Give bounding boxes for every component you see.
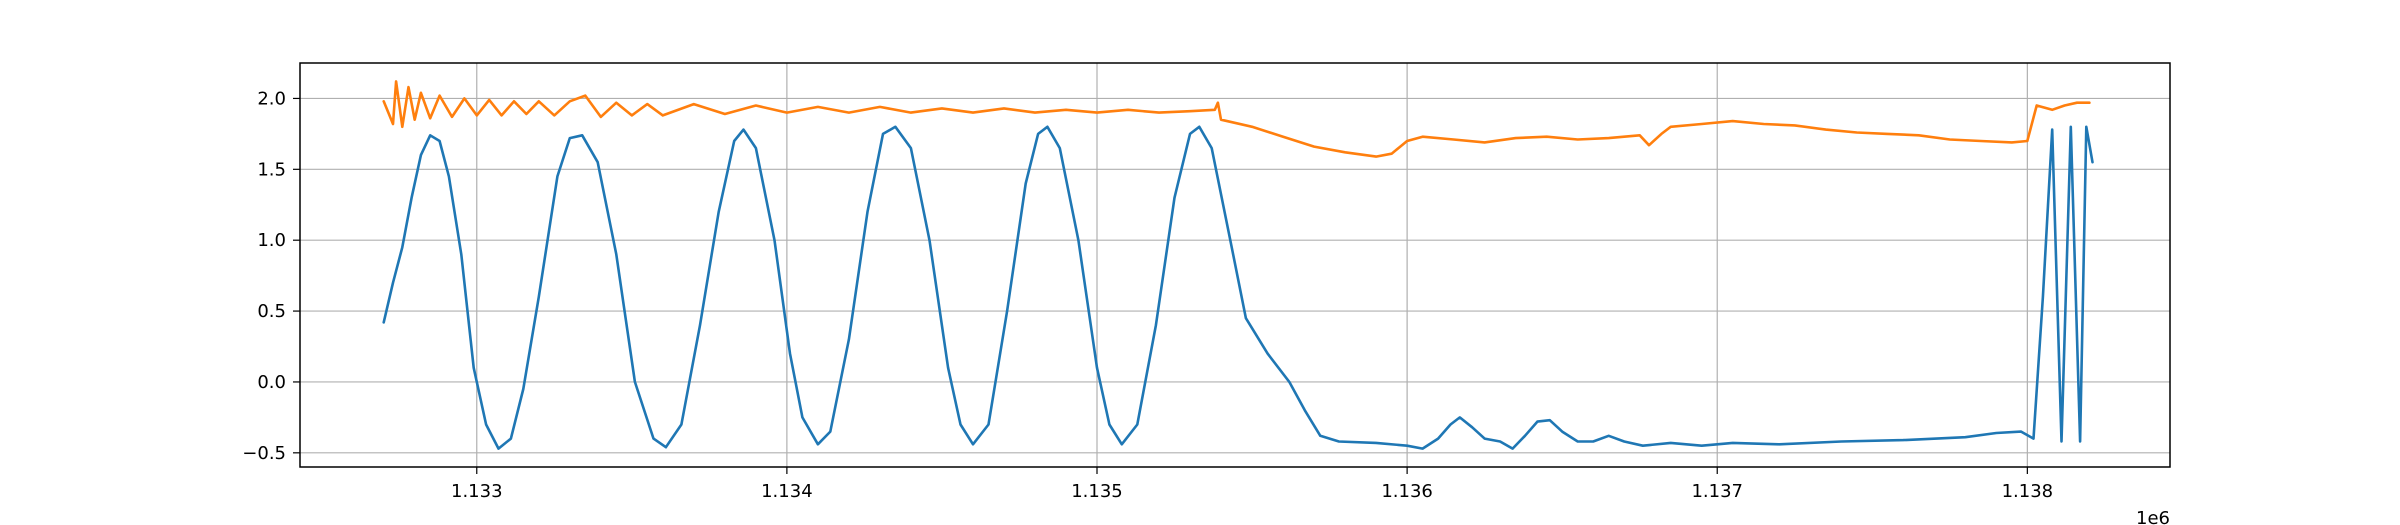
series-line-1 xyxy=(382,125,2094,450)
y-tick-label: −0.5 xyxy=(242,443,286,464)
grid xyxy=(300,63,2170,467)
x-axis: 1.133 1.134 1.135 1.136 1.137 1.138 xyxy=(451,467,2053,502)
x-tick-label: 1.137 xyxy=(1691,481,1743,502)
x-tick-label: 1.138 xyxy=(2002,481,2054,502)
x-tick-label: 1.136 xyxy=(1381,481,1433,502)
y-tick-label: 2.0 xyxy=(257,88,286,109)
x-tick-label: 1.133 xyxy=(451,481,503,502)
y-tick-label: 0.0 xyxy=(257,372,286,393)
y-tick-label: 0.5 xyxy=(257,301,286,322)
y-tick-label: 1.5 xyxy=(257,159,286,180)
series-line-2 xyxy=(382,80,2091,158)
y-tick-label: 1.0 xyxy=(257,230,286,251)
x-tick-label: 1.134 xyxy=(761,481,813,502)
plot-frame xyxy=(299,62,2171,468)
x-axis-offset-label: 1e6 xyxy=(2136,508,2170,525)
y-axis: −0.5 0.0 0.5 1.0 1.5 2.0 xyxy=(242,88,300,464)
x-tick-label: 1.135 xyxy=(1071,481,1123,502)
series-layer xyxy=(382,80,2094,450)
